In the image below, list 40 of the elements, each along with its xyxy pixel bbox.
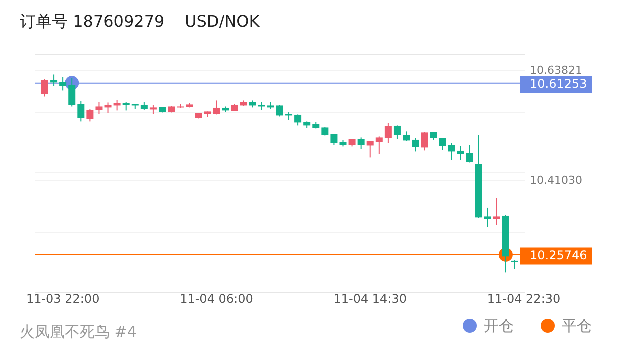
candlestick: [412, 138, 420, 152]
candlestick: [394, 125, 401, 140]
candlestick: [78, 100, 85, 122]
text: 火凤凰不死鸟 #4: [20, 323, 137, 341]
candlestick: [484, 207, 492, 228]
y-tick-label: 10.63821: [530, 64, 582, 78]
candlestick: [439, 138, 446, 151]
candlestick: [150, 104, 157, 115]
candlestick: [448, 142, 456, 161]
candlestick: [457, 146, 464, 161]
candlestick: [511, 259, 518, 270]
candlestick: [384, 122, 392, 144]
legend-label: 平仓: [562, 317, 592, 335]
candlestick: [68, 78, 76, 108]
candlestick: [376, 136, 383, 155]
x-tick-label: 11-04 22:30: [487, 292, 561, 306]
x-tick-label: 11-04 06:00: [180, 292, 254, 306]
candlestick: [276, 104, 284, 118]
candlestick: [358, 137, 365, 150]
legend-label: 开仓: [484, 317, 514, 335]
ref-line-label: 10.61253: [530, 77, 588, 92]
candlestick: [421, 132, 428, 152]
candlestick: [466, 144, 474, 164]
x-tick-label: 11-03 22:00: [26, 292, 100, 306]
candlestick: [366, 140, 374, 158]
candlestick: [42, 78, 48, 98]
candlestick: [403, 131, 410, 142]
candlestick: [104, 102, 112, 114]
chart-title: 订单号 187609279 USD/NOK: [20, 12, 260, 31]
candlestick: [96, 102, 103, 115]
y-tick-label: 10.41030: [530, 174, 582, 188]
candlestick: [213, 100, 220, 116]
candlestick: [294, 114, 302, 126]
candlestick: [60, 76, 67, 92]
candlestick: [50, 74, 58, 87]
candlestick: [330, 133, 338, 146]
candlestick: [86, 108, 94, 122]
x-tick-label: 11-04 14:30: [334, 292, 407, 306]
candlestick: [493, 198, 500, 226]
ref-line-label: 10.25746: [530, 248, 588, 263]
